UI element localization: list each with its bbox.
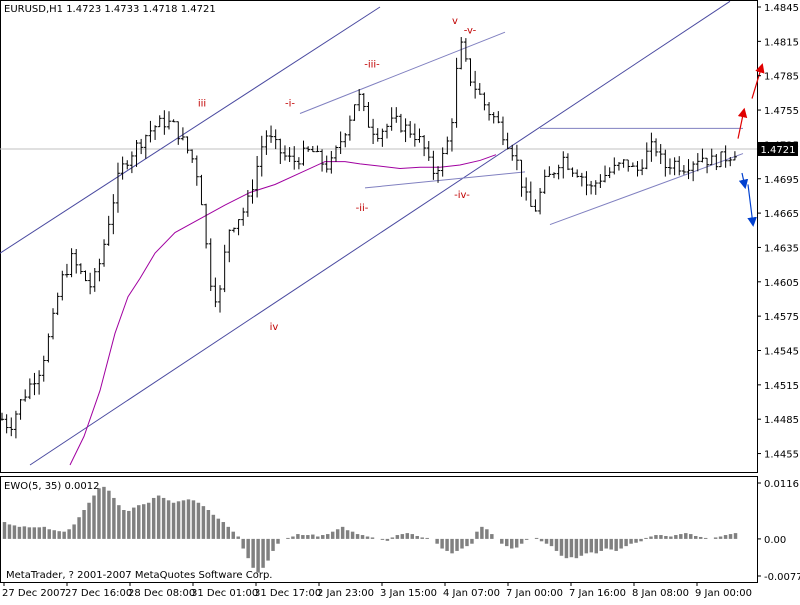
wedge-lower-line	[364, 171, 526, 189]
price-tick-label: 1.4545	[764, 347, 799, 358]
time-tick-label: 27 Dec 2007	[2, 588, 66, 599]
time-tick-label: 31 Dec 01:00	[191, 588, 258, 599]
time-tick-label: 27 Dec 16:00	[65, 588, 132, 599]
ewo-tick-label: 0.00	[764, 535, 786, 546]
target-up-short-arrow	[737, 107, 748, 139]
wave-label: -iii-	[364, 60, 380, 71]
price-tick-label: 1.4665	[764, 209, 799, 220]
time-tick-label: 7 Jan 00:00	[506, 588, 563, 599]
wave-label: -iv-	[454, 190, 470, 201]
trend-lines	[0, 0, 757, 466]
wave-label: v	[452, 16, 458, 27]
time-tick-label: 4 Jan 07:00	[443, 588, 500, 599]
price-tick-label: 1.4575	[764, 312, 799, 323]
ewo-tick-label: 0.0116	[764, 479, 799, 490]
last-price-value: 1.4721	[761, 145, 796, 156]
price-tick-label: 1.4485	[764, 415, 799, 426]
price-pane-frame	[0, 0, 758, 473]
time-tick-label: 7 Jan 16:00	[569, 588, 626, 599]
ewo-axis: 0.0116 0.00 -0.0077	[757, 479, 800, 583]
indicator-header: EWO(5, 35) 0.0012	[4, 481, 100, 492]
time-tick-label: 9 Jan 00:00	[695, 588, 752, 599]
channel-lower-line	[29, 0, 731, 466]
triangle-lower-line	[549, 153, 744, 226]
target-down-arrow	[738, 172, 749, 190]
moving-average	[69, 154, 497, 466]
price-tick-label: 1.4605	[764, 278, 799, 289]
time-tick-label: 31 Dec 17:00	[254, 588, 321, 599]
price-tick-label: 1.4695	[764, 175, 799, 186]
wave-labels: iii -i- -iii-v -v- -ii- -iv-iv	[198, 16, 477, 333]
chart-header: EURUSD,H1 1.4723 1.4733 1.4718 1.4721	[4, 4, 216, 15]
price-axis: 1.48451.48151.47851.47551.47251.46951.46…	[757, 3, 799, 461]
target-up-arrow	[751, 63, 765, 99]
time-tick-label: 8 Jan 08:00	[632, 588, 689, 599]
wave-label: -v-	[464, 25, 477, 36]
price-tick-label: 1.4515	[764, 381, 799, 392]
ewo-tick-label: -0.0077	[764, 572, 800, 583]
indicator-pane-frame	[0, 476, 758, 583]
wave-label: iii	[198, 99, 206, 110]
ewo-histogram	[2, 486, 738, 573]
wave-label: iv	[270, 322, 279, 333]
last-price-tag: 1.4721	[758, 141, 798, 156]
target-arrows	[737, 63, 765, 227]
price-tick-label: 1.4755	[764, 106, 799, 117]
channel-upper-line	[0, 6, 381, 254]
moving-average-line	[69, 154, 497, 466]
price-tick-label: 1.4455	[764, 450, 799, 461]
time-tick-label: 28 Dec 08:00	[128, 588, 195, 599]
price-tick-label: 1.4785	[764, 72, 799, 83]
wave-label: -ii-	[356, 203, 369, 214]
price-tick-label: 1.4845	[764, 3, 799, 14]
time-tick-label: 3 Jan 15:00	[380, 588, 437, 599]
price-tick-label: 1.4635	[764, 243, 799, 254]
copyright-text: MetaTrader, ? 2001-2007 MetaQuotes Softw…	[6, 570, 272, 581]
price-bars	[0, 37, 737, 439]
time-tick-label: 2 Jan 23:00	[317, 588, 374, 599]
wave-label: -i-	[285, 99, 295, 110]
price-tick-label: 1.4815	[764, 37, 799, 48]
target-down-long-arrow	[747, 184, 757, 227]
wedge-upper-line	[299, 31, 506, 114]
